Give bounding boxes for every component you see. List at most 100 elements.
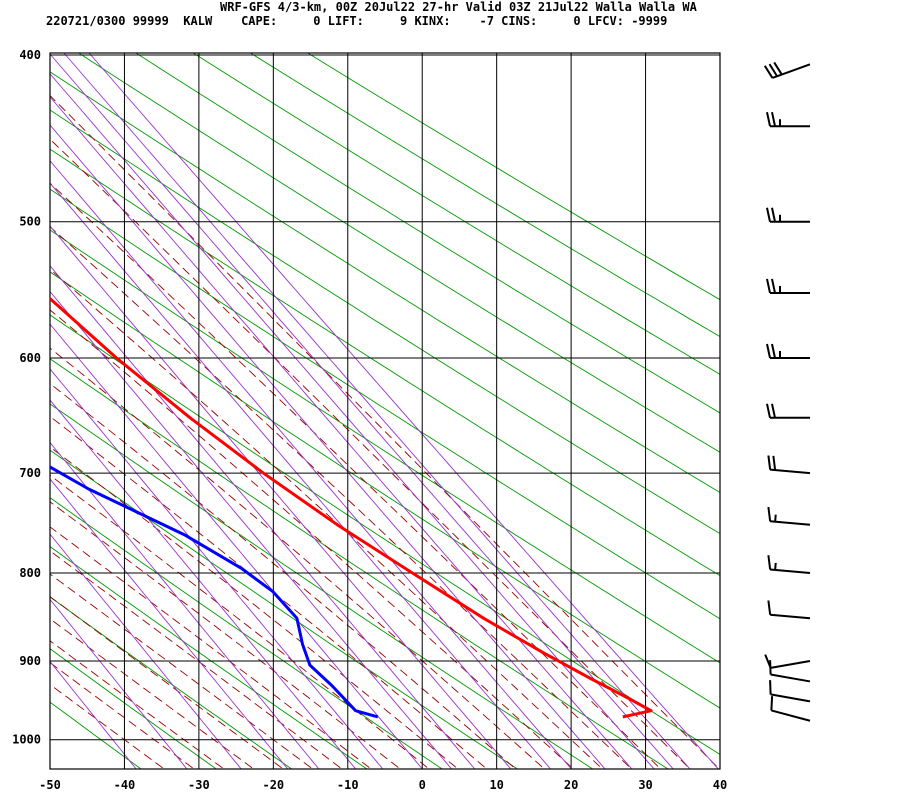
dry-adiabat bbox=[50, 271, 720, 709]
mixing-ratio-line bbox=[50, 265, 476, 769]
y-axis-ticks: 400 500 600 700 800 900 1000 bbox=[12, 48, 41, 747]
x-tick-label: -50 bbox=[39, 778, 61, 792]
moist-adiabat bbox=[50, 446, 459, 769]
mixing-ratio-line bbox=[88, 53, 719, 769]
x-tick-label: -40 bbox=[114, 778, 136, 792]
barb-staff bbox=[770, 673, 811, 683]
barb-feather bbox=[767, 455, 772, 470]
x-tick-label: 10 bbox=[489, 778, 503, 792]
barb-feather bbox=[773, 61, 783, 76]
barb-feather bbox=[771, 207, 776, 222]
moist-adiabat bbox=[50, 383, 517, 769]
moist-adiabat bbox=[50, 309, 575, 769]
mixing-ratio-line bbox=[50, 533, 242, 769]
y-tick-label: 800 bbox=[19, 566, 41, 580]
wind-barb bbox=[770, 696, 811, 722]
mixing-ratio-line bbox=[50, 368, 384, 769]
dry-adiabat bbox=[50, 148, 720, 577]
dry-adiabat bbox=[50, 648, 218, 769]
barb-staff bbox=[770, 468, 811, 475]
barb-half-feather bbox=[774, 514, 777, 522]
wind-barb bbox=[766, 278, 810, 294]
dry-adiabat bbox=[306, 53, 720, 301]
wind-barb bbox=[769, 680, 811, 703]
moist-adiabat bbox=[50, 268, 604, 769]
x-tick-label: -30 bbox=[188, 778, 210, 792]
profiles bbox=[50, 296, 653, 719]
dry-adiabat bbox=[50, 71, 720, 494]
mixing-ratio-line bbox=[50, 323, 423, 769]
skewt-background bbox=[50, 53, 720, 769]
wind-barb bbox=[763, 61, 811, 79]
wind-barb bbox=[766, 207, 810, 223]
barb-feather bbox=[770, 696, 774, 711]
wind-barb bbox=[767, 455, 811, 475]
y-tick-label: 1000 bbox=[12, 733, 41, 747]
x-axis-ticks: -50 -40 -30 -20 -10 0 10 20 30 40 bbox=[39, 778, 727, 792]
mixing-ratio-line bbox=[50, 660, 137, 769]
dry-adiabat bbox=[50, 546, 368, 769]
wind-barb bbox=[766, 403, 810, 419]
barb-feather bbox=[771, 112, 776, 127]
y-tick-label: 700 bbox=[19, 466, 41, 480]
plot-border bbox=[49, 52, 721, 770]
mixing-ratio-line bbox=[50, 598, 188, 769]
y-tick-label: 500 bbox=[19, 215, 41, 229]
moist-adiabat bbox=[50, 573, 314, 769]
barb-feather bbox=[763, 65, 774, 79]
dry-adiabat bbox=[50, 497, 444, 769]
dry-adiabat bbox=[50, 188, 720, 620]
barb-feather bbox=[771, 278, 776, 294]
moist-adiabat bbox=[50, 415, 488, 769]
barb-feather bbox=[767, 506, 772, 522]
x-tick-label: 0 bbox=[419, 778, 426, 792]
moist-adiabat bbox=[50, 138, 691, 769]
wind-barb bbox=[767, 600, 811, 620]
barb-feather bbox=[766, 403, 771, 419]
barb-staff bbox=[770, 613, 811, 620]
barb-staff bbox=[770, 693, 811, 703]
barb-feather bbox=[766, 278, 771, 294]
mixing-ratio-line bbox=[50, 53, 674, 769]
y-tick-label: 600 bbox=[19, 351, 41, 365]
barb-staff bbox=[770, 568, 811, 574]
barb-feather bbox=[772, 455, 777, 471]
moist-adiabat bbox=[50, 226, 633, 769]
barb-staff bbox=[770, 520, 811, 526]
x-tick-label: -20 bbox=[262, 778, 284, 792]
mixing-ratio-line bbox=[50, 290, 453, 769]
barb-feather bbox=[767, 555, 772, 570]
x-tick-label: -10 bbox=[337, 778, 359, 792]
barb-feather bbox=[771, 343, 776, 359]
y-tick-label: 400 bbox=[19, 48, 41, 62]
barb-feather bbox=[766, 112, 771, 127]
mixing-ratio-line bbox=[50, 399, 357, 769]
dewpoint-profile bbox=[50, 465, 379, 719]
x-tick-label: 40 bbox=[713, 778, 727, 792]
dry-adiabat bbox=[50, 596, 293, 769]
wind-barbs bbox=[763, 61, 811, 722]
barb-feather bbox=[769, 660, 772, 675]
moist-adiabat bbox=[50, 95, 720, 769]
barb-feather bbox=[768, 63, 778, 77]
sounding-indices-line: 220721/0300 99999 KALW CAPE: 0 LIFT: 9 K… bbox=[46, 14, 668, 28]
wind-barb bbox=[764, 654, 811, 669]
moist-adiabat bbox=[50, 474, 430, 769]
x-tick-label: 20 bbox=[564, 778, 578, 792]
dry-adiabat bbox=[249, 53, 720, 338]
dry-adiabat bbox=[50, 358, 669, 769]
dry-adiabat bbox=[50, 449, 519, 769]
moist-adiabat bbox=[50, 501, 401, 769]
barb-half-feather bbox=[774, 562, 777, 570]
wind-barb bbox=[766, 343, 810, 359]
barb-feather bbox=[766, 343, 771, 359]
dry-adiabat bbox=[50, 403, 594, 769]
y-tick-label: 900 bbox=[19, 654, 41, 668]
barb-staff bbox=[770, 659, 811, 669]
x-tick-label: 30 bbox=[638, 778, 652, 792]
wind-barb bbox=[767, 506, 811, 526]
plot-frame bbox=[49, 52, 721, 770]
barb-feather bbox=[766, 207, 771, 222]
chart-title: WRF-GFS 4/3-km, 00Z 20Jul22 27-hr Valid … bbox=[220, 0, 697, 14]
